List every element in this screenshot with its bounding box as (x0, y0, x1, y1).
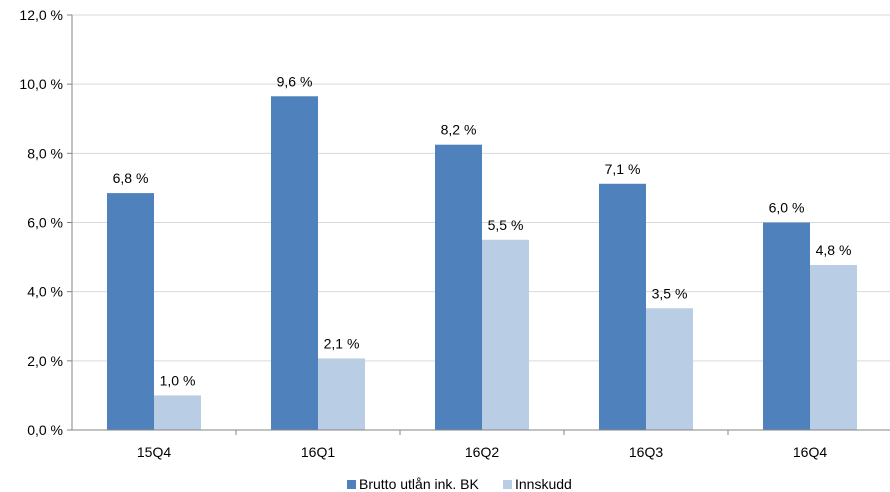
bar (810, 265, 857, 430)
y-axis-ticks: 0,0 % 2,0 % 4,0 % 6,0 % 8,0 % 10,0 % 12,0 % (19, 7, 72, 438)
data-labels: 6,8 % 1,0 % 9,6 % 2,1 % 8,2 % 5,5 % 7,1 % 3,5 %… (113, 73, 852, 388)
x-tick-label: 16Q3 (629, 444, 663, 460)
data-label: 7,1 % (605, 161, 641, 177)
data-label: 4,8 % (816, 242, 852, 258)
legend-swatch (503, 480, 512, 489)
bar (154, 395, 201, 430)
y-tick-label: 12,0 % (19, 7, 63, 23)
y-tick-label: 6,0 % (27, 215, 63, 231)
axes (71, 15, 890, 431)
legend-label: Brutto utlån ink. BK (359, 476, 480, 492)
bars (107, 96, 857, 430)
data-label: 6,8 % (113, 170, 149, 186)
x-tick-label: 15Q4 (137, 444, 171, 460)
x-tick-label: 16Q4 (793, 444, 827, 460)
y-tick-label: 4,0 % (27, 284, 63, 300)
bar (646, 308, 693, 430)
bar (318, 358, 365, 430)
data-label: 9,6 % (277, 73, 313, 89)
bar (107, 193, 154, 430)
data-label: 8,2 % (441, 122, 477, 138)
y-tick-label: 8,0 % (27, 145, 63, 161)
x-axis-ticks: 15Q4 16Q1 16Q2 16Q3 16Q4 (137, 430, 827, 460)
legend-swatch (347, 480, 356, 489)
data-label: 2,1 % (324, 335, 360, 351)
bar (271, 96, 318, 430)
y-tick-label: 10,0 % (19, 76, 63, 92)
bar (482, 239, 529, 430)
bar (599, 183, 646, 430)
data-label: 6,0 % (769, 200, 805, 216)
bar (435, 144, 482, 430)
legend-label: Innskudd (515, 476, 572, 492)
bar (763, 222, 810, 430)
y-tick-label: 2,0 % (27, 353, 63, 369)
x-tick-label: 16Q1 (301, 444, 335, 460)
data-label: 3,5 % (652, 285, 688, 301)
y-tick-label: 0,0 % (27, 422, 63, 438)
data-label: 1,0 % (160, 372, 196, 388)
legend: Brutto utlån ink. BK Innskudd (347, 476, 572, 492)
data-label: 5,5 % (488, 217, 524, 233)
x-tick-label: 16Q2 (465, 444, 499, 460)
